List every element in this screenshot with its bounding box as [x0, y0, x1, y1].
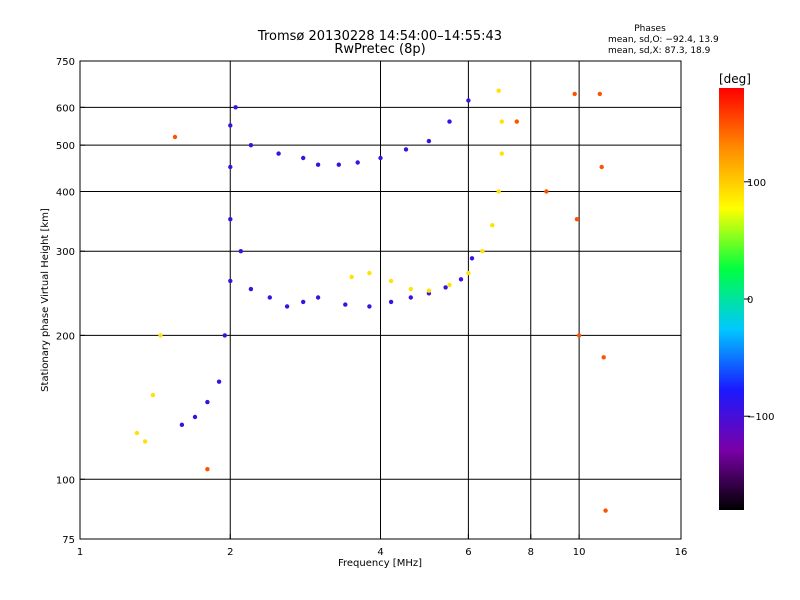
- y-axis-ticks: 75 100 200 300 400 500 600 750: [56, 57, 85, 546]
- data-point: [248, 286, 254, 292]
- data-point: [447, 282, 452, 288]
- colorbar: [719, 88, 744, 510]
- data-point: [222, 333, 227, 338]
- colorbar-label: [deg]: [719, 72, 751, 86]
- data-point: [574, 217, 580, 222]
- data-point: [355, 160, 360, 165]
- data-point: [336, 162, 341, 167]
- x-axis-label: Frequency [MHz]: [338, 558, 422, 569]
- data-point: [408, 286, 413, 292]
- grid-lines: [80, 61, 681, 539]
- data-point: [228, 278, 233, 284]
- data-points: [134, 88, 608, 513]
- y-tick-label: 75: [62, 535, 75, 546]
- colorbar-tick-label: 100: [747, 178, 766, 189]
- data-point: [496, 189, 501, 194]
- data-point: [426, 288, 432, 293]
- data-point: [228, 123, 233, 128]
- data-point: [499, 119, 504, 124]
- y-tick-label: 300: [56, 247, 75, 258]
- data-point: [367, 270, 372, 276]
- data-point: [466, 98, 471, 103]
- data-point: [514, 119, 519, 124]
- data-point: [458, 277, 464, 282]
- data-point: [447, 119, 452, 124]
- data-point: [597, 91, 602, 97]
- data-point: [228, 164, 233, 170]
- data-point: [150, 392, 156, 398]
- data-point: [179, 422, 185, 427]
- data-point: [601, 355, 606, 360]
- data-point: [343, 302, 348, 307]
- x-tick-label: 10: [573, 547, 586, 558]
- data-point: [134, 430, 140, 436]
- data-point: [315, 162, 321, 167]
- data-point: [267, 295, 272, 300]
- data-point: [158, 333, 163, 338]
- y-axis-label: Stationary phase Virtual Height [km]: [40, 208, 51, 392]
- data-point: [216, 379, 222, 384]
- chart-subtitle: RwPretec (8p): [334, 42, 425, 57]
- data-point: [443, 285, 448, 290]
- data-point: [192, 414, 198, 420]
- data-point: [378, 155, 383, 161]
- data-point: [603, 508, 608, 513]
- x-tick-label: 8: [528, 547, 534, 558]
- data-point: [205, 399, 210, 405]
- data-point: [403, 147, 409, 152]
- data-point: [499, 151, 504, 156]
- data-point: [426, 138, 432, 144]
- y-tick-label: 750: [56, 57, 75, 68]
- x-tick-label: 4: [377, 547, 383, 558]
- x-tick-label: 2: [227, 547, 233, 558]
- data-point: [315, 295, 321, 300]
- colorbar-tick-label: 0: [747, 295, 753, 306]
- data-point: [228, 217, 233, 222]
- x-tick-label: 6: [465, 547, 471, 558]
- x-tick-label: 1: [77, 547, 83, 558]
- data-point: [172, 134, 178, 140]
- data-point: [469, 256, 475, 261]
- data-point: [205, 467, 210, 472]
- data-point: [276, 151, 281, 156]
- data-point: [248, 143, 254, 148]
- data-point: [142, 439, 148, 444]
- x-tick-label: 16: [675, 547, 688, 558]
- y-tick-label: 200: [56, 331, 75, 342]
- data-point: [572, 91, 577, 97]
- x-axis-ticks: 1 2 4 6 8 10 16: [77, 534, 688, 558]
- data-point: [233, 105, 238, 110]
- y-tick-label: 400: [56, 187, 75, 198]
- legend-line-o: mean, sd,O: −92.4, 13.9: [608, 35, 719, 45]
- data-point: [408, 295, 413, 300]
- data-point: [490, 223, 495, 228]
- data-point: [238, 249, 243, 254]
- chart-title: Tromsø 20130228 14:54:00–14:55:43: [257, 29, 502, 44]
- data-point: [367, 304, 372, 309]
- data-point: [544, 189, 549, 194]
- legend-title: Phases: [634, 24, 666, 34]
- legend-line-x: mean, sd,X: 87.3, 18.9: [608, 46, 711, 56]
- data-point: [576, 333, 582, 338]
- data-point: [301, 299, 306, 305]
- colorbar-tick-label: −100: [747, 412, 774, 423]
- data-point: [599, 164, 604, 170]
- data-point: [301, 155, 306, 161]
- colorbar-ticks: 100 0 −100: [744, 178, 774, 423]
- y-tick-label: 500: [56, 141, 75, 152]
- y-tick-label: 600: [56, 103, 75, 114]
- data-point: [388, 278, 394, 284]
- data-point: [284, 304, 290, 309]
- data-point: [480, 249, 485, 254]
- data-point: [349, 274, 354, 280]
- y-tick-label: 100: [56, 475, 75, 486]
- data-point: [496, 88, 501, 93]
- data-point: [466, 270, 471, 276]
- data-point: [388, 299, 394, 305]
